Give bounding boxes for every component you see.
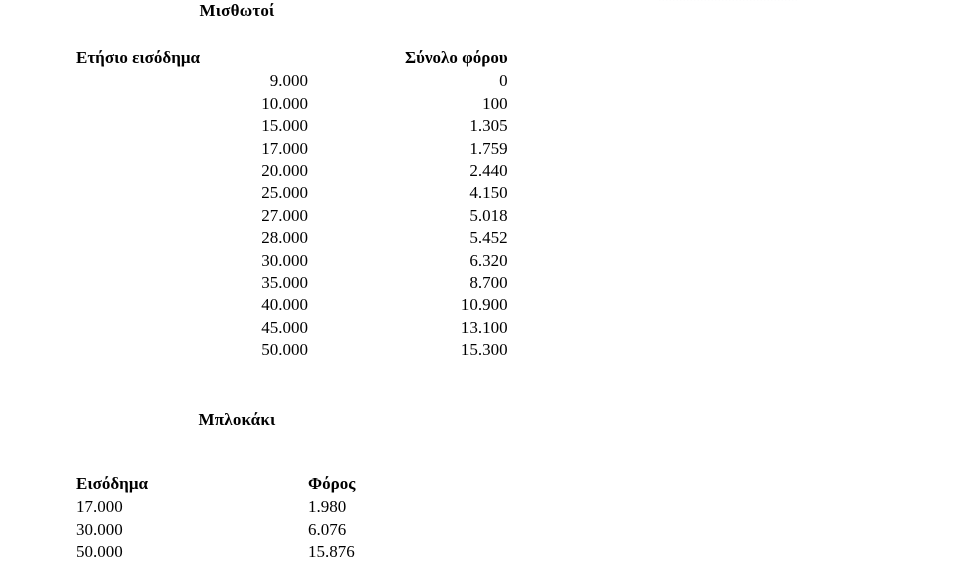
table-header-row: Εισόδημα Φόρος <box>76 473 398 496</box>
table-row: 10.000 100 <box>76 93 508 115</box>
cell-income: 17.000 <box>261 138 308 158</box>
section-title-misthotoi: Μισθωτοί <box>199 1 275 20</box>
cell-income: 40.000 <box>261 295 308 315</box>
column-header-tax: Φόρος <box>308 474 356 493</box>
table-row: 30.000 6.320 <box>76 250 508 272</box>
column-header-annual-income: Ετήσιο εισόδημα <box>76 48 200 67</box>
column-header-total-tax: Σύνολο φόρου <box>405 48 508 67</box>
table-row: 50.000 15.300 <box>76 339 508 361</box>
table-blokaki: Εισόδημα Φόρος 17.000 1.980 30.000 6.076… <box>76 473 398 564</box>
cell-income: 28.000 <box>261 228 308 248</box>
table-misthotoi-body: 9.000 0 10.000 100 15.000 1.305 17.000 1… <box>76 70 508 361</box>
cell-tax: 6.076 <box>308 519 347 539</box>
cell-income: 17.000 <box>76 497 123 517</box>
table-row: 20.000 2.440 <box>76 160 508 182</box>
table-row: 28.000 5.452 <box>76 227 508 249</box>
table-row: 25.000 4.150 <box>76 182 508 204</box>
cell-income: 15.000 <box>261 116 308 136</box>
cell-tax: 13.100 <box>460 317 508 337</box>
table-row: 17.000 1.980 <box>76 496 398 518</box>
table-blokaki-header: Εισόδημα Φόρος <box>76 473 398 496</box>
cell-tax: 2.440 <box>469 161 508 181</box>
cell-tax: 8.700 <box>469 273 508 293</box>
cell-tax: 1.980 <box>308 497 347 517</box>
cell-income: 35.000 <box>261 273 308 293</box>
cell-tax: 15.300 <box>460 340 508 360</box>
table-blokaki-body: 17.000 1.980 30.000 6.076 50.000 15.876 <box>76 496 398 563</box>
cell-income: 9.000 <box>269 71 308 91</box>
cell-income: 20.000 <box>261 161 308 181</box>
table-row: 9.000 0 <box>76 70 508 92</box>
cell-tax: 5.018 <box>469 205 508 225</box>
cell-tax: 100 <box>482 93 508 113</box>
cell-tax: 5.452 <box>469 228 508 248</box>
cell-tax: 1.759 <box>469 138 508 158</box>
cell-income: 50.000 <box>261 340 308 360</box>
cell-income: 30.000 <box>76 519 123 539</box>
cell-income: 27.000 <box>261 205 308 225</box>
cell-income: 45.000 <box>261 317 308 337</box>
table-row: 35.000 8.700 <box>76 272 508 294</box>
cell-tax: 15.876 <box>308 542 355 562</box>
table-misthotoi-header: Ετήσιο εισόδημα Σύνολο φόρου <box>76 47 508 70</box>
table-row: 15.000 1.305 <box>76 115 508 137</box>
table-misthotoi: Ετήσιο εισόδημα Σύνολο φόρου 9.000 0 10.… <box>76 47 508 362</box>
cell-tax: 10.900 <box>460 295 508 315</box>
cell-tax: 1.305 <box>469 116 508 136</box>
cell-tax: 4.150 <box>469 183 508 203</box>
table-row: 50.000 15.876 <box>76 541 398 563</box>
cell-income: 30.000 <box>261 250 308 270</box>
cell-tax: 0 <box>499 71 508 91</box>
column-header-income: Εισόδημα <box>76 474 148 493</box>
table-row: 17.000 1.759 <box>76 138 508 160</box>
section-title-blokaki: Μπλοκάκι <box>198 410 276 429</box>
table-row: 30.000 6.076 <box>76 519 398 541</box>
cell-income: 50.000 <box>76 542 123 562</box>
table-row: 40.000 10.900 <box>76 294 508 316</box>
table-row: 27.000 5.018 <box>76 205 508 227</box>
cell-income: 25.000 <box>261 183 308 203</box>
table-row: 45.000 13.100 <box>76 317 508 339</box>
cell-income: 10.000 <box>261 93 308 113</box>
table-header-row: Ετήσιο εισόδημα Σύνολο φόρου <box>76 47 508 70</box>
cell-tax: 6.320 <box>469 250 508 270</box>
clipped-header-fragment: ........................................ <box>658 0 873 5</box>
